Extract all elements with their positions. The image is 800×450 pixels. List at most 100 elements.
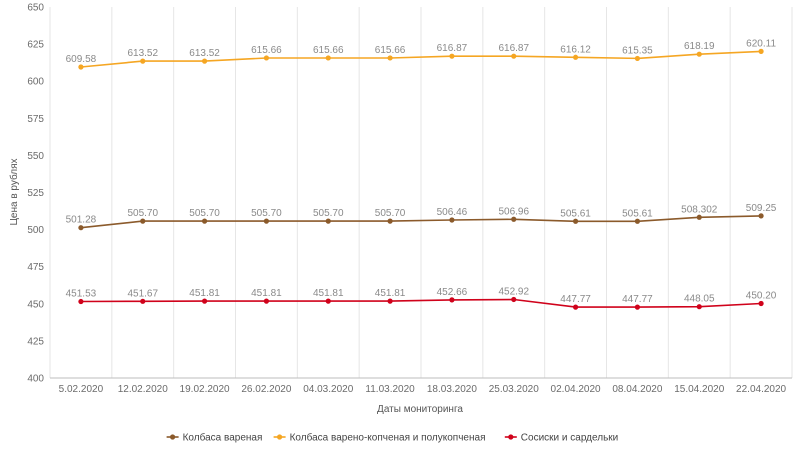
data-label: 505.70 <box>127 208 158 219</box>
data-label: 448.05 <box>684 294 715 305</box>
x-axis-title: Даты мониторинга <box>377 404 463 415</box>
data-point <box>263 298 270 304</box>
y-tick-label: 650 <box>27 3 44 14</box>
data-label: 447.77 <box>560 294 591 305</box>
axes: Цена в рублях Даты мониторинга 400 425 450… <box>8 3 792 415</box>
x-tick-label: 18.03.2020 <box>427 384 477 395</box>
y-axis-title: Цена в рублях <box>8 158 20 225</box>
data-label: 508.302 <box>681 204 718 215</box>
data-label: 505.61 <box>560 208 591 219</box>
data-point <box>140 298 146 304</box>
grid <box>49 7 793 378</box>
legend-item: Сосиски и сардельки <box>504 433 618 444</box>
data-label: 505.61 <box>622 208 653 219</box>
data-label: 615.66 <box>375 45 406 56</box>
y-tick-label: 575 <box>27 114 44 125</box>
data-label: 618.19 <box>684 41 715 52</box>
series-line <box>80 215 762 229</box>
data-point <box>634 218 641 224</box>
data-point <box>634 55 641 62</box>
x-tick-label: 12.02.2020 <box>118 384 168 395</box>
x-tick-label: 22.04.2020 <box>736 384 786 395</box>
y-tick-label: 525 <box>27 188 44 199</box>
legend-label: Сосиски и сардельки <box>521 433 618 444</box>
x-tick-label: 08.04.2020 <box>612 384 662 395</box>
data-point <box>572 218 579 224</box>
data-label: 506.96 <box>498 206 529 217</box>
data-label: 451.81 <box>189 288 220 299</box>
x-tick-label: 25.03.2020 <box>489 384 539 395</box>
data-point <box>511 296 517 303</box>
data-label: 447.77 <box>622 294 653 305</box>
data-label: 613.52 <box>127 48 158 59</box>
x-tick-label: 11.03.2020 <box>365 384 415 395</box>
data-point <box>387 218 393 224</box>
legend-marker <box>277 434 283 440</box>
data-point <box>696 304 702 310</box>
legend: Колбаса вареная Колбаса варено-копченая и… <box>166 432 618 444</box>
data-point <box>201 58 208 64</box>
data-label: 501.28 <box>66 215 97 226</box>
y-tick-label: 400 <box>27 374 44 385</box>
data-point <box>325 218 331 224</box>
series-group: 451.53 451.67 451.81 451.81 451.81 451.81 452.… <box>66 286 777 310</box>
data-point <box>201 218 208 224</box>
data-point <box>634 304 641 310</box>
series-line <box>80 50 762 68</box>
data-label: 616.87 <box>498 43 529 54</box>
data-label: 505.70 <box>375 208 406 219</box>
data-point <box>696 51 702 57</box>
legend-label: Колбаса варено-копченая и полукопченая <box>290 432 486 444</box>
data-label: 451.81 <box>313 288 344 299</box>
data-point <box>758 48 764 54</box>
data-point <box>758 213 764 219</box>
series-line <box>80 298 762 308</box>
data-label: 452.92 <box>498 286 529 297</box>
data-label: 613.52 <box>189 48 220 59</box>
x-tick-label: 02.04.2020 <box>551 384 601 395</box>
x-tick-label: 19.02.2020 <box>180 384 230 395</box>
data-point <box>758 300 764 307</box>
data-label: 620.11 <box>746 38 776 49</box>
data-point <box>449 297 455 303</box>
data-point <box>449 217 455 223</box>
data-label: 616.87 <box>437 43 468 54</box>
data-label: 615.35 <box>622 45 653 56</box>
data-label: 609.58 <box>66 54 97 65</box>
data-label: 451.81 <box>251 288 282 299</box>
data-point <box>263 55 270 61</box>
y-tick-label: 600 <box>27 77 44 88</box>
data-point <box>572 54 579 60</box>
data-point <box>511 53 517 59</box>
data-label: 505.70 <box>251 208 282 219</box>
legend-item: Колбаса варено-копченая и полукопченая <box>273 432 486 444</box>
data-label: 616.12 <box>560 44 591 55</box>
data-point <box>140 58 146 64</box>
x-tick-label: 5.02.2020 <box>59 384 104 395</box>
data-label: 505.70 <box>313 208 344 219</box>
y-tick-label: 500 <box>27 225 44 236</box>
y-tick-label: 625 <box>27 40 44 51</box>
data-label: 505.70 <box>189 208 220 219</box>
data-label: 509.25 <box>746 203 777 214</box>
x-tick-label: 15.04.2020 <box>674 384 724 395</box>
data-label: 451.67 <box>127 288 158 299</box>
data-label: 450.20 <box>746 291 777 302</box>
y-tick-label: 425 <box>27 336 44 347</box>
data-label: 506.46 <box>437 207 468 218</box>
data-point <box>78 225 84 231</box>
series-group: 501.28 505.70 505.70 505.70 505.70 505.70 506.… <box>66 203 777 231</box>
legend-item: Колбаса вареная <box>166 432 262 444</box>
data-label: 615.66 <box>313 45 344 56</box>
data-point <box>263 218 270 224</box>
data-point <box>387 55 393 61</box>
data-point <box>696 214 702 220</box>
y-tick-label: 450 <box>27 299 44 310</box>
data-label: 452.66 <box>437 287 468 298</box>
series-group: 609.58 613.52 613.52 615.66 615.66 615.66 616.… <box>66 38 776 70</box>
y-tick-label: 475 <box>27 262 44 273</box>
data-point <box>140 218 146 224</box>
data-point <box>201 298 208 304</box>
data-label: 615.66 <box>251 45 282 56</box>
